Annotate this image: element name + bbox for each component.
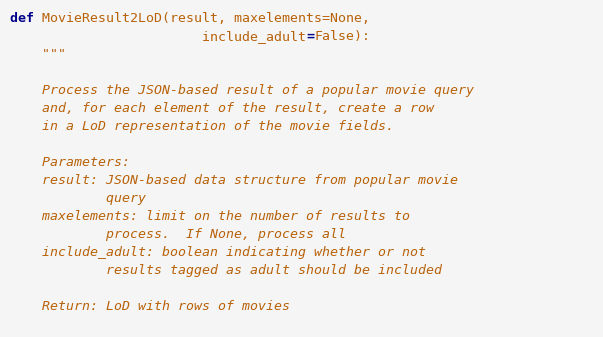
Text: MovieResult2LoD(result, maxelements=None,: MovieResult2LoD(result, maxelements=None… [42,12,370,25]
Text: def: def [10,12,42,25]
Text: Process the JSON-based result of a popular movie query: Process the JSON-based result of a popul… [10,84,474,97]
Text: =: = [306,30,314,43]
Text: results tagged as adult should be included: results tagged as adult should be includ… [10,264,442,277]
Text: include_adult: include_adult [10,30,306,43]
Text: result: JSON-based data structure from popular movie: result: JSON-based data structure from p… [10,174,458,187]
Text: process.  If None, process all: process. If None, process all [10,228,346,241]
Text: and, for each element of the result, create a row: and, for each element of the result, cre… [10,102,434,115]
Text: Parameters:: Parameters: [10,156,130,169]
Text: Return: LoD with rows of movies: Return: LoD with rows of movies [10,300,290,313]
Text: maxelements: limit on the number of results to: maxelements: limit on the number of resu… [10,210,410,223]
Text: """: """ [10,48,66,61]
Text: in a LoD representation of the movie fields.: in a LoD representation of the movie fie… [10,120,394,133]
Text: include_adult: boolean indicating whether or not: include_adult: boolean indicating whethe… [10,246,426,259]
Text: False):: False): [314,30,370,43]
Text: query: query [10,192,146,205]
